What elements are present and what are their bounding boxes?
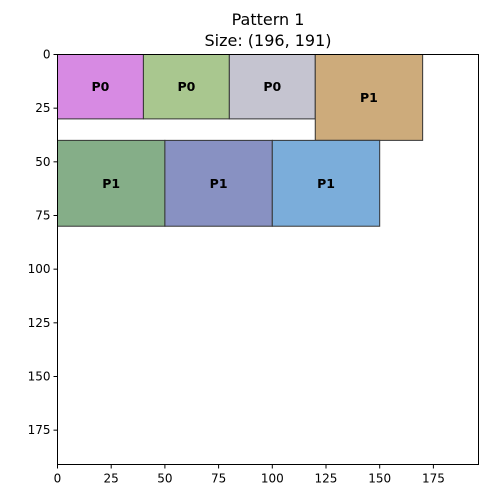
plot-area: P0 P0 P0 P1 P1 P1 P1 0 25 50 75 100 125 150 175 0 25 50 75… [28,48,445,486]
x-tick-label-6: 150 [368,472,391,486]
pattern-rect-5 [164,139,273,227]
y-tick-label-0: 0 [43,48,51,62]
x-tick-label-0: 0 [54,472,62,486]
chart-title: Pattern 1 [232,10,305,29]
pattern-rect-3 [314,54,424,141]
chart-subtitle: Size: (196, 191) [204,31,331,50]
y-tick-label-5: 125 [28,316,51,330]
pattern-rect-6 [271,139,381,227]
plot-frame [57,54,479,465]
y-tick-label-2: 50 [35,155,50,169]
x-tick-label-1: 25 [104,472,119,486]
y-tick-label-3: 75 [35,208,50,222]
pattern-rect-label-3: P1 [360,90,378,105]
y-tick-label-1: 25 [35,101,50,115]
x-tick-label-3: 75 [211,472,226,486]
x-tick-label-7: 175 [422,472,445,486]
y-tick-label-6: 150 [28,369,51,383]
pattern-rect-0 [57,54,144,120]
pattern-rect-label-0: P0 [92,79,110,94]
pattern-rect-label-6: P1 [317,176,335,191]
x-tick-label-5: 125 [315,472,338,486]
pattern-rect-4 [57,139,166,227]
y-tick-label-4: 100 [28,262,51,276]
x-tick-label-2: 50 [157,472,172,486]
pattern-rect-label-2: P0 [263,79,281,94]
pattern-rect-label-4: P1 [102,176,120,191]
x-tick-label-4: 100 [261,472,284,486]
pattern-rect-1 [142,54,230,120]
pattern-rect-label-5: P1 [210,176,228,191]
y-tick-label-7: 175 [28,423,51,437]
pattern-rect-label-1: P0 [177,79,195,94]
